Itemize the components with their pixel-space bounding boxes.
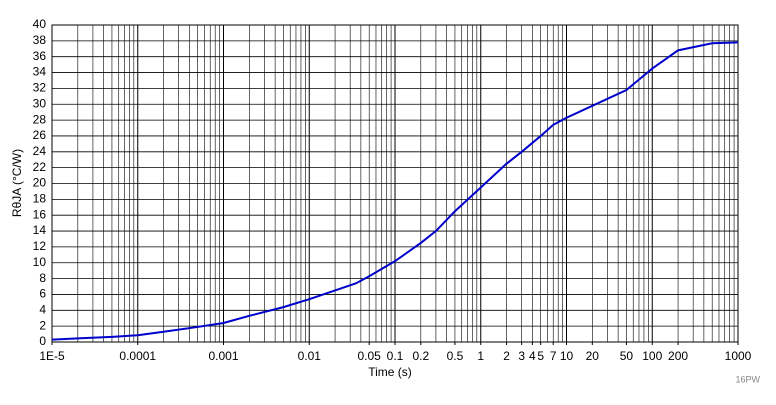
x-tick-label: 0.2 — [412, 349, 429, 363]
y-tick-label: 12 — [33, 239, 47, 253]
y-tick-label: 24 — [33, 144, 47, 158]
x-tick-label: 200 — [668, 349, 688, 363]
figure-code: 16PW — [735, 374, 760, 384]
x-tick-label: 0.01 — [298, 349, 322, 363]
y-tick-label: 36 — [33, 49, 47, 63]
x-tick-label: 4 — [529, 349, 536, 363]
y-tick-label: 16 — [33, 207, 47, 221]
x-tick-label: 20 — [586, 349, 600, 363]
x-tick-label: 3 — [518, 349, 525, 363]
x-tick-label: 0.5 — [447, 349, 464, 363]
y-tick-label: 26 — [33, 128, 47, 142]
x-tick-label: 0.1 — [387, 349, 404, 363]
y-tick-label: 20 — [33, 176, 47, 190]
x-tick-label: 100 — [642, 349, 662, 363]
y-tick-label: 38 — [33, 33, 47, 47]
y-tick-label: 34 — [33, 65, 47, 79]
y-tick-label: 6 — [39, 287, 46, 301]
plot-frame — [51, 24, 739, 343]
y-tick-label: 22 — [33, 160, 47, 174]
x-tick-label: 1E-5 — [39, 349, 65, 363]
y-tick-label: 18 — [33, 192, 47, 206]
x-tick-label: 50 — [620, 349, 634, 363]
y-tick-label: 40 — [33, 17, 47, 31]
y-tick-label: 0 — [39, 334, 46, 348]
x-tick-label: 0.001 — [208, 349, 238, 363]
y-tick-label: 2 — [39, 318, 46, 332]
y-tick-label: 8 — [39, 271, 46, 285]
x-tick-label: 7 — [550, 349, 557, 363]
y-tick-label: 10 — [33, 255, 47, 269]
x-tick-label: 1 — [477, 349, 484, 363]
y-tick-label: 28 — [33, 112, 47, 126]
data-line — [51, 41, 739, 341]
y-tick-label: 30 — [33, 96, 47, 110]
x-tick-label: 2 — [503, 349, 510, 363]
y-axis-title: RθJA (°C/W) — [10, 149, 24, 217]
y-tick-label: 14 — [33, 223, 47, 237]
y-tick-label: 4 — [39, 302, 46, 316]
y-tick-label: 32 — [33, 81, 47, 95]
x-tick-label: 0.05 — [358, 349, 382, 363]
x-tick-label: 0.0001 — [119, 349, 156, 363]
x-tick-label: 10 — [560, 349, 574, 363]
x-tick-label: 1000 — [725, 349, 752, 363]
x-tick-label: 5 — [537, 349, 544, 363]
x-axis-title: Time (s) — [368, 365, 412, 379]
